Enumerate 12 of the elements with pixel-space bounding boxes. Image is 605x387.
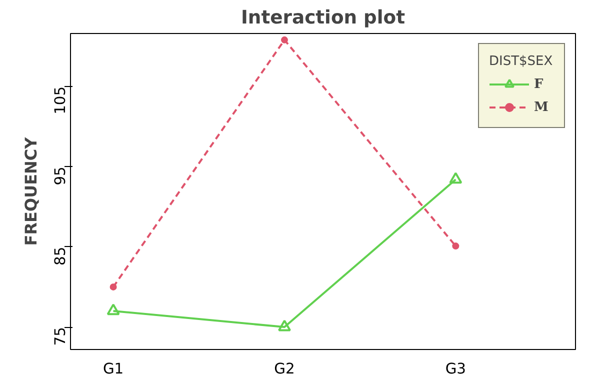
legend-label: F: [534, 76, 544, 92]
y-tick-label: 95: [52, 166, 69, 186]
x-tick-label: G3: [445, 360, 466, 378]
y-tick-label: 85: [52, 246, 69, 266]
y-axis-title: FREQUENCY: [22, 136, 40, 246]
y-tick-label: 105: [52, 86, 69, 114]
y-tick-label: 75: [52, 327, 69, 346]
legend-title: DIST$SEX: [489, 54, 554, 69]
x-tick-label: G2: [274, 360, 295, 378]
chart-title: Interaction plot: [240, 8, 406, 28]
legend-label: M: [534, 100, 550, 114]
x-tick-label: G1: [102, 360, 124, 378]
